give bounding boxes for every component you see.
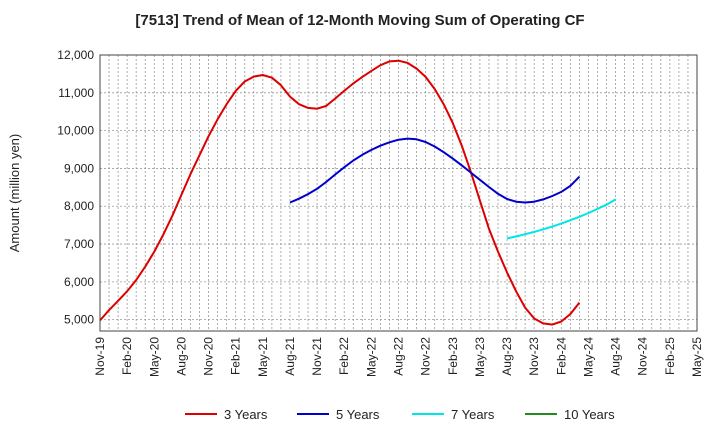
legend-label: 7 Years bbox=[451, 407, 495, 422]
y-axis-label: Amount (million yen) bbox=[7, 134, 22, 253]
legend-item: 5 Years bbox=[297, 407, 380, 422]
y-tick-label: 12,000 bbox=[57, 48, 94, 62]
legend-label: 5 Years bbox=[336, 407, 380, 422]
plot-frame bbox=[99, 54, 698, 332]
x-tick-label: Aug-20 bbox=[174, 337, 188, 376]
x-tick-label: Nov-24 bbox=[636, 337, 650, 376]
plot-area bbox=[99, 54, 698, 332]
x-tick-label: Nov-19 bbox=[93, 337, 107, 376]
legend-item: 3 Years bbox=[185, 407, 268, 422]
series-line-3-years bbox=[99, 59, 581, 326]
legend-label: 3 Years bbox=[224, 407, 268, 422]
x-axis-ticks: Nov-19 Feb-20 May-20 Aug-20 Nov-20 Feb-21 May-… bbox=[93, 337, 704, 377]
x-tick-label: May-25 bbox=[690, 337, 704, 377]
chart-title: [7513] Trend of Mean of 12-Month Moving … bbox=[135, 12, 584, 29]
x-tick-label: Feb-20 bbox=[120, 337, 134, 375]
x-tick-label: Feb-21 bbox=[229, 337, 243, 375]
y-tick-label: 9,000 bbox=[64, 161, 94, 175]
legend-item: 7 Years bbox=[412, 407, 495, 422]
legend-item: 10 Years bbox=[525, 407, 615, 422]
series-line-7-years bbox=[506, 198, 617, 240]
x-tick-label: May-20 bbox=[147, 337, 161, 377]
series-line-5-years bbox=[289, 137, 581, 204]
series-lines bbox=[99, 59, 617, 326]
x-tick-label: Feb-22 bbox=[337, 337, 351, 375]
y-tick-label: 10,000 bbox=[57, 124, 94, 138]
legend: 3 Years 5 Years 7 Years 10 Years bbox=[185, 407, 615, 422]
x-tick-label: Feb-24 bbox=[554, 337, 568, 375]
y-tick-label: 11,000 bbox=[58, 86, 94, 100]
x-tick-label: Feb-25 bbox=[663, 337, 677, 375]
grid bbox=[100, 54, 697, 331]
x-tick-label: Nov-23 bbox=[527, 337, 541, 376]
x-tick-label: Feb-23 bbox=[446, 337, 460, 375]
x-tick-label: Aug-21 bbox=[283, 337, 297, 376]
x-tick-label: Nov-22 bbox=[419, 337, 433, 376]
y-tick-label: 8,000 bbox=[64, 199, 94, 213]
y-tick-label: 6,000 bbox=[64, 275, 94, 289]
x-tick-label: May-23 bbox=[473, 337, 487, 377]
x-tick-label: Nov-20 bbox=[202, 337, 216, 376]
x-tick-label: May-22 bbox=[364, 337, 378, 377]
x-tick-label: Nov-21 bbox=[310, 337, 324, 376]
x-tick-label: Aug-23 bbox=[500, 337, 514, 376]
x-tick-label: May-24 bbox=[581, 337, 595, 377]
legend-label: 10 Years bbox=[564, 407, 615, 422]
y-tick-label: 5,000 bbox=[64, 313, 94, 327]
x-tick-label: May-21 bbox=[256, 337, 270, 377]
x-tick-label: Aug-24 bbox=[609, 337, 623, 376]
y-tick-label: 7,000 bbox=[64, 237, 94, 251]
y-axis-ticks: 5,000 6,000 7,000 8,000 9,000 10,000 11,000 12,… bbox=[57, 48, 94, 327]
x-tick-label: Aug-22 bbox=[392, 337, 406, 376]
